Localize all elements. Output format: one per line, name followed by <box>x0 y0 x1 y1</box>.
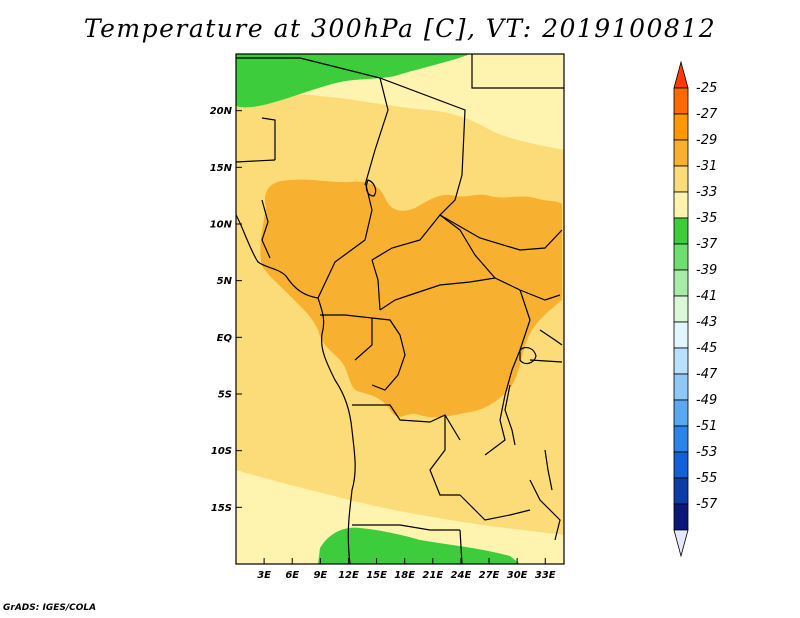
colorbar-segment <box>673 399 689 427</box>
border-angola-namibia <box>352 524 460 531</box>
border-sudan-southsudan <box>439 214 563 251</box>
colorbar-label: -25 <box>696 81 717 96</box>
border-angola-zambia <box>429 415 460 496</box>
lat-tick-label: 20N <box>210 106 233 117</box>
lon-tick-label: 12E <box>338 570 359 581</box>
credit-text: GrADS: IGES/COLA <box>3 603 97 613</box>
border-uganda-kenya <box>519 289 561 301</box>
lat-tick-label: 10N <box>210 220 233 231</box>
border-mozambique <box>529 479 561 541</box>
coastline <box>235 214 356 565</box>
colorbar-segment <box>673 373 689 401</box>
border-congo-drc <box>371 317 406 391</box>
colorbar-segment <box>673 451 689 479</box>
field-pale-south <box>236 470 564 564</box>
latitude-axis: 20N 15N 10N 5N EQ 5S 10S 15S <box>210 106 242 514</box>
chart-title: Temperature at 300hPa [C], VT: 201910081… <box>83 14 717 43</box>
colorbar-label: -33 <box>696 185 717 200</box>
map-frame <box>235 53 565 565</box>
colorbar-segment <box>673 113 689 141</box>
colorbar-label: -37 <box>696 237 718 252</box>
colorbar-label: -47 <box>696 367 718 382</box>
border-namibia-botswana <box>459 529 463 565</box>
border-mali-niger <box>261 117 276 160</box>
lon-tick-label: 9E <box>313 570 327 581</box>
field-green-north <box>236 54 470 108</box>
colorbar-segment <box>673 269 689 297</box>
lake-malawi <box>544 449 553 491</box>
border-tanzania <box>529 359 563 363</box>
border-libya-chad <box>379 77 466 176</box>
lon-tick-label: 6E <box>285 570 299 581</box>
colorbar-segment <box>673 87 689 115</box>
colorbar-segment <box>673 321 689 349</box>
border-car-drc <box>379 277 521 311</box>
colorbar-segment <box>673 503 689 531</box>
border-kenya-somalia <box>539 329 563 346</box>
lon-tick-label: 18E <box>394 570 415 581</box>
colorbar-label: -35 <box>696 211 717 226</box>
border-egypt-sudan <box>471 54 564 89</box>
colorbar-label: -39 <box>696 263 717 278</box>
colorbar-label: -55 <box>696 471 717 486</box>
colorbar-label: -41 <box>696 289 717 304</box>
colorbar-label: -31 <box>696 159 717 174</box>
colorbar-top-arrow <box>673 60 689 89</box>
border-drc-east <box>484 289 531 456</box>
field-orange-west <box>260 179 562 418</box>
lon-tick-label: 15E <box>366 570 387 581</box>
colorbar-label: -51 <box>696 419 717 434</box>
colorbar-label: -49 <box>696 393 717 408</box>
field-green-south <box>318 527 520 564</box>
colorbar-bottom-arrow <box>673 529 689 558</box>
lat-tick-label: EQ <box>217 333 233 344</box>
border-niger-nigeria <box>235 159 276 163</box>
colorbar: -25 -27 -29 -31 -33 -35 -37 -39 -41 -43 -45 -47 -49 -… <box>673 60 718 558</box>
colorbar-segment <box>673 425 689 453</box>
border-nigeria-cameroon <box>317 184 373 299</box>
colorbar-segment <box>673 191 689 219</box>
lat-tick-label: 15S <box>211 503 232 514</box>
lat-tick-label: 10S <box>211 446 232 457</box>
colorbar-segment <box>673 243 689 271</box>
temperature-field <box>236 54 564 564</box>
colorbar-label: -57 <box>696 497 718 512</box>
colorbar-label: -29 <box>696 133 717 148</box>
border-sudan-chad <box>439 174 463 216</box>
colorbar-label: -27 <box>696 107 718 122</box>
colorbar-segment <box>673 347 689 375</box>
colorbar-segment <box>673 295 689 323</box>
lake-victoria <box>519 346 537 365</box>
lon-tick-label: 27E <box>479 570 500 581</box>
lon-tick-label: 33E <box>535 570 556 581</box>
country-borders <box>235 54 564 565</box>
longitude-axis: 3E 6E 9E 12E 15E 18E 21E 24E 27E 30E 33E <box>257 558 556 581</box>
lake-chad <box>365 179 377 197</box>
lat-tick-label: 15N <box>210 163 233 174</box>
colorbar-segment <box>673 217 689 245</box>
border-bight-countries <box>261 199 271 259</box>
colorbar-segment <box>673 477 689 505</box>
colorbar-segment <box>673 139 689 167</box>
lake-tanganyika <box>504 384 516 446</box>
lon-tick-label: 30E <box>507 570 528 581</box>
border-zambia-zimbabwe <box>459 494 531 521</box>
lon-tick-label: 21E <box>422 570 443 581</box>
lat-tick-label: 5S <box>218 390 232 401</box>
border-cameroon-car <box>371 259 381 311</box>
lon-tick-label: 24E <box>451 570 472 581</box>
lon-tick-label: 3E <box>257 570 271 581</box>
colorbar-label: -53 <box>696 445 717 460</box>
lat-tick-label: 5N <box>217 276 233 287</box>
colorbar-label: -43 <box>696 315 717 330</box>
colorbar-segment <box>673 165 689 193</box>
colorbar-label: -45 <box>696 341 717 356</box>
border-drc-angola <box>352 404 461 441</box>
